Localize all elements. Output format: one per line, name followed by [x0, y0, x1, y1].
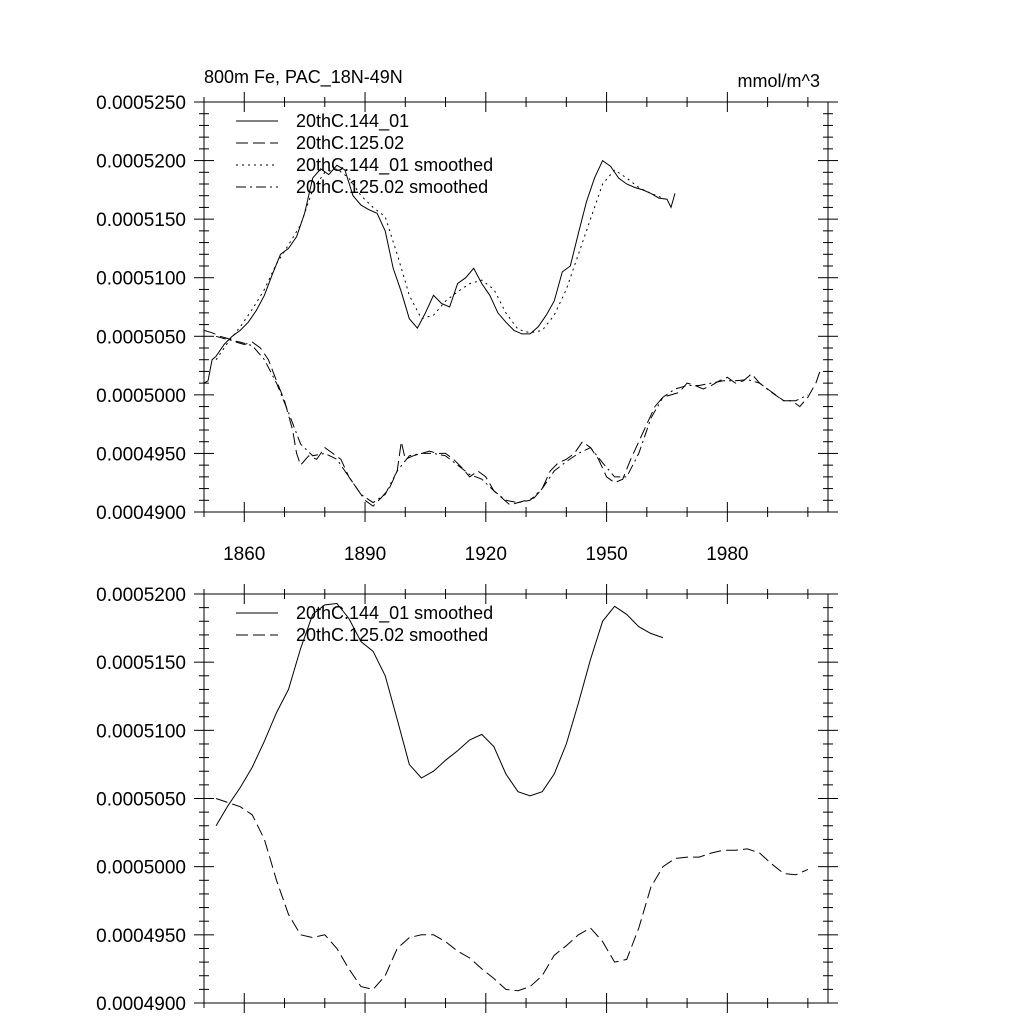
plot-frame [203, 593, 829, 1004]
units-label: mmol/m^3 [738, 71, 820, 91]
y-tick-label: 0.0005100 [96, 721, 186, 742]
plot-frame [203, 101, 829, 513]
y-tick-label: 0.0005200 [96, 152, 186, 173]
series-line-2 [215, 798, 809, 992]
y-tick-label: 0.0005050 [96, 790, 186, 811]
y-tick-label: 0.0004950 [96, 926, 186, 947]
series-line-2 [204, 329, 821, 507]
y-tick-label: 0.0005050 [96, 327, 186, 348]
y-tick-label: 0.0005150 [96, 653, 186, 674]
y-tick-label: 0.0005000 [96, 386, 186, 407]
legend-label-4: 20thC.125.02 smoothed [296, 177, 488, 197]
x-tick-label: 1950 [585, 544, 627, 565]
series-line-4 [215, 335, 809, 504]
y-tick-label: 0.0004900 [96, 994, 186, 1015]
bottom-panel: 0.0004900 0.0004950 0.0005000 0.0005050 0.00… [96, 584, 838, 1015]
series-line-1 [204, 159, 676, 384]
x-tick-label: 1890 [344, 544, 386, 565]
y-tick-label: 0.0005150 [96, 210, 186, 231]
y-tick-label: 0.0005000 [96, 858, 186, 879]
legend-label-1: 20thC.144_01 smoothed [296, 603, 493, 624]
x-tick-label: 1980 [706, 544, 748, 565]
x-tick-label: 1920 [465, 544, 507, 565]
legend-label-3: 20thC.144_01 smoothed [296, 155, 493, 176]
y-tick-label: 0.0004900 [96, 503, 186, 524]
y-tick-label: 0.0004950 [96, 444, 186, 465]
legend-label-2: 20thC.125.02 [296, 133, 404, 153]
chart-title: 800m Fe, PAC_18N-49N [204, 67, 403, 88]
y-tick-label: 0.0005250 [96, 93, 186, 114]
x-tick-label: 1860 [223, 544, 265, 565]
top-panel: 0.0004900 0.0004950 0.0005000 0.0005050 0.00… [96, 67, 838, 565]
legend-label-2: 20thC.125.02 smoothed [296, 625, 488, 645]
y-tick-label: 0.0005100 [96, 269, 186, 290]
series-line-3 [215, 168, 664, 360]
series-line-1 [215, 602, 664, 827]
y-tick-label: 0.0005200 [96, 585, 186, 606]
legend-label-1: 20thC.144_01 [296, 111, 409, 132]
